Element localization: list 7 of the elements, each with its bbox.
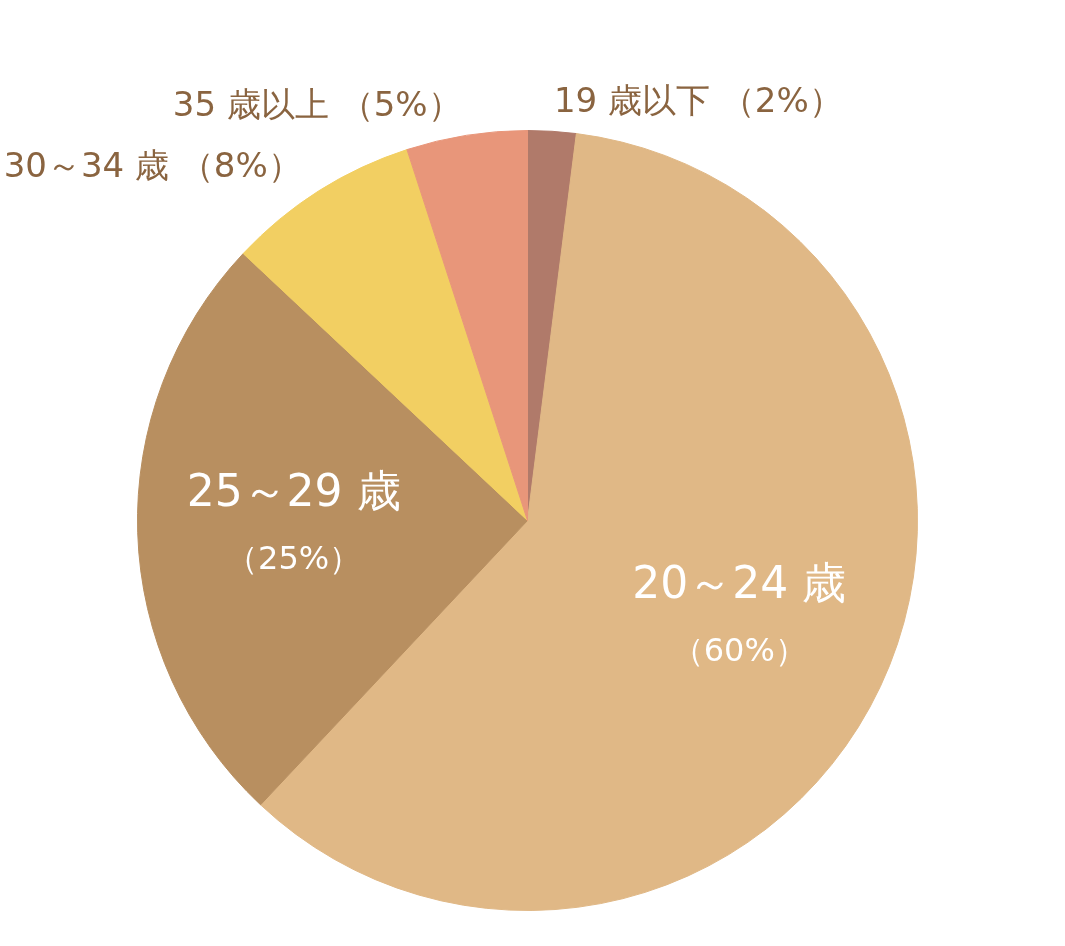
slice-label: 30～34 歳 （8%） [3,144,302,185]
data-label: （25%） [226,538,362,577]
slice-label: 19 歳以下 （2%） [553,80,843,121]
slice-label: 35 歳以上 （5%） [172,84,462,125]
slice-label: 25～29 歳 [186,464,401,516]
data-label: （60%） [671,631,807,670]
slice-label: 20～24 歳 [632,557,847,609]
